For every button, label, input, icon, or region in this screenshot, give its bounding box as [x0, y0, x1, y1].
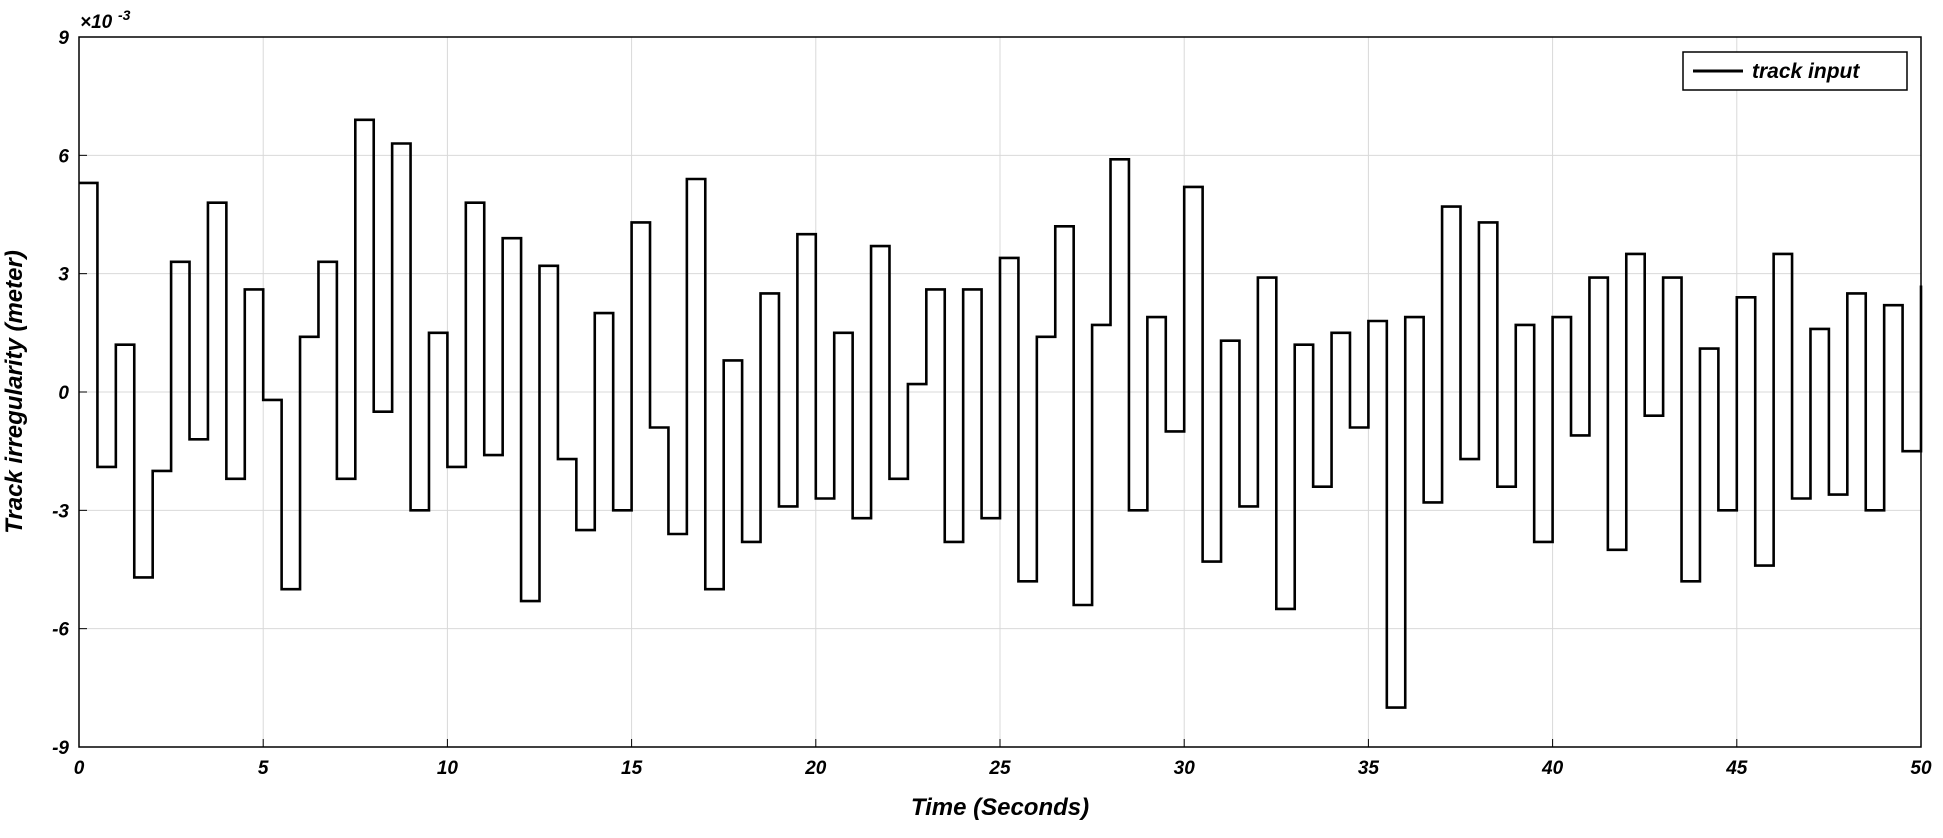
y-tick-label: 6	[58, 146, 69, 167]
x-axis-label: Time (Seconds)	[911, 794, 1089, 821]
y-multiplier-exponent: -3	[118, 7, 131, 23]
data-line	[79, 118, 1923, 709]
y-tick-label: -9	[52, 738, 69, 759]
x-tick-label: 15	[621, 758, 643, 779]
x-tick-label: 25	[988, 758, 1011, 779]
x-tick-label: 0	[74, 758, 85, 779]
x-tick-label: 10	[437, 758, 459, 779]
x-tick-label: 40	[1541, 758, 1564, 779]
x-tick-label: 45	[1725, 758, 1748, 779]
x-tick-label: 5	[258, 758, 269, 779]
y-tick-label: 9	[58, 28, 69, 49]
y-axis-label: Track irregularity (meter)	[1, 250, 28, 534]
x-tick-label: 35	[1358, 758, 1380, 779]
y-tick-label: -3	[52, 501, 69, 522]
x-tick-label: 50	[1910, 758, 1932, 779]
x-tick-label: 20	[804, 758, 827, 779]
plot-frame	[78, 36, 1922, 748]
x-tick-label: 30	[1174, 758, 1196, 779]
y-multiplier: ×10	[80, 12, 113, 33]
y-tick-label: 3	[58, 265, 69, 286]
y-tick-label: 0	[58, 383, 69, 404]
y-tick-label: -6	[52, 620, 69, 641]
legend-label: track input	[1752, 60, 1860, 83]
